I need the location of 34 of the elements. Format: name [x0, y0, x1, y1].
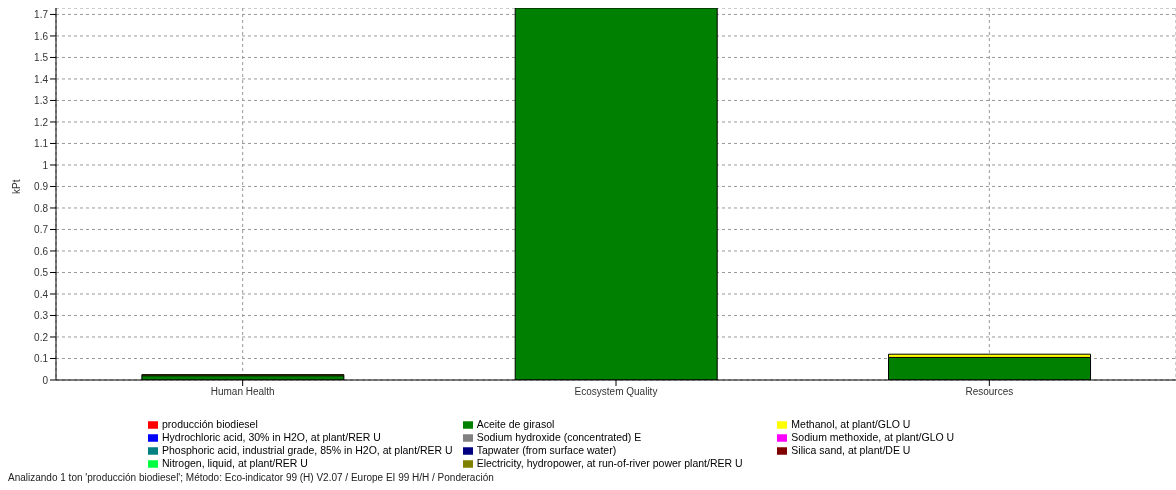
- y-tick-label: 0.1: [34, 353, 49, 365]
- legend-label: Phosphoric acid, industrial grade, 85% in H2O, at plant/RER U: [162, 444, 453, 456]
- legend-label: Tapwater (from surface water): [476, 444, 617, 456]
- legend-label: producción biodiesel: [162, 418, 258, 430]
- y-tick-label: 0.2: [34, 331, 49, 343]
- legend-label: Aceite de girasol: [476, 418, 555, 430]
- legend-label: Electricity, hydropower, at run-of-river power plant/RER U: [476, 457, 743, 469]
- y-tick-label: 1: [42, 159, 49, 171]
- y-tick-label: 1.3: [34, 95, 49, 107]
- y-tick-label: 1.6: [34, 30, 49, 42]
- legend-label: Sodium methoxide, at plant/GLO U: [791, 431, 955, 443]
- y-tick-label: 1.5: [34, 52, 49, 64]
- legend-label: Sodium hydroxide (concentrated) E: [476, 431, 642, 443]
- y-tick-label: 0.8: [34, 202, 49, 214]
- y-tick-label: 1.1: [34, 138, 49, 150]
- text: Analizando 1 ton 'producción biodiesel'; Método: Eco-indicator 99 (H) V2.07 / Europe EI 99 H/H / Ponderación: [8, 472, 495, 483]
- y-axis-title: kPt: [10, 179, 22, 194]
- legend-label: Nitrogen, liquid, at plant/RER U: [162, 457, 308, 469]
- x-tick-label: Ecosystem Quality: [574, 386, 658, 398]
- y-tick-label: 1.4: [34, 73, 49, 85]
- y-tick-label: 0.5: [34, 267, 49, 279]
- y-tick-label: 0: [42, 374, 49, 386]
- legend-label: Silica sand, at plant/DE U: [791, 444, 911, 456]
- y-tick-label: 1.2: [34, 116, 49, 128]
- y-tick-label: 0.4: [34, 288, 49, 300]
- y-tick-label: 0.9: [34, 181, 49, 193]
- y-tick-label: 0.7: [34, 224, 49, 236]
- y-tick-label: 1.7: [34, 9, 49, 20]
- x-tick-label: Resources: [965, 386, 1014, 398]
- legend-label: Hydrochloric acid, 30% in H2O, at plant/RER U: [162, 431, 381, 443]
- x-tick-label: Human Health: [210, 386, 275, 398]
- y-tick-label: 0.6: [34, 245, 49, 257]
- y-tick-label: 0.3: [34, 310, 49, 322]
- legend-label: Methanol, at plant/GLO U: [791, 418, 911, 430]
